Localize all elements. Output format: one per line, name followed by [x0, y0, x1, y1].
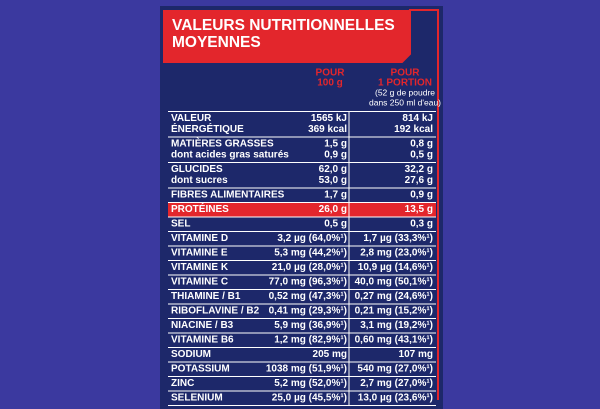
- column-header: POUR: [316, 68, 346, 79]
- value-per-portion: 40,0 mg (50,1%¹): [355, 277, 433, 288]
- row-label: RIBOFLAVINE / B2: [171, 306, 260, 317]
- value-per-portion: 2,7 mg (27,0%¹): [360, 378, 433, 389]
- value-per-100g: 5,3 mg (44,2%¹): [274, 248, 347, 259]
- value-per-portion: 32,2 g: [405, 164, 433, 175]
- row-label: NIACINE / B3: [171, 320, 234, 331]
- value-per-portion: 0,9 g: [410, 190, 433, 201]
- value-per-portion: 0,3 g: [410, 219, 433, 230]
- value-per-portion: 192 kcal: [394, 124, 433, 135]
- value-per-100g: 5,2 mg (52,0%¹): [274, 378, 347, 389]
- value-per-portion: 27,6 g: [405, 175, 433, 186]
- row-label: SODIUM: [171, 349, 211, 360]
- row-label: ÉNERGÉTIQUE: [171, 122, 244, 135]
- value-per-100g: 0,52 mg (47,3%¹): [269, 291, 347, 302]
- value-per-100g: 5,9 mg (36,9%¹): [274, 320, 347, 331]
- value-per-portion: 0,27 mg (24,6%¹): [355, 291, 433, 302]
- value-per-100g: 205 mg: [313, 349, 347, 360]
- row-label: VITAMINE K: [171, 262, 229, 273]
- title-banner: [163, 10, 410, 62]
- row-label: SELENIUM: [171, 393, 223, 404]
- value-per-100g: 25,0 µg (45,5%¹): [272, 393, 347, 404]
- row-label: FIBRES ALIMENTAIRES: [171, 190, 285, 201]
- value-per-portion: 0,60 mg (43,1%¹): [355, 335, 433, 346]
- value-per-portion: 2,8 mg (23,0%¹): [360, 248, 433, 259]
- title-line: MOYENNES: [172, 34, 261, 51]
- value-per-100g: 1,7 g: [324, 190, 347, 201]
- row-label: VITAMINE D: [171, 233, 228, 244]
- value-per-portion: 13,5 g: [405, 204, 433, 215]
- banner-border: [163, 9, 439, 400]
- value-per-100g: 1565 kJ: [311, 113, 347, 124]
- value-per-100g: 1038 mg (51,9%¹): [266, 364, 347, 375]
- row-label: POTASSIUM: [171, 364, 230, 375]
- value-per-100g: 0,41 mg (29,3%¹): [269, 306, 347, 317]
- row-label: dont acides gras saturés: [171, 150, 289, 161]
- value-per-100g: 26,0 g: [319, 204, 347, 215]
- value-per-portion: 10,9 µg (14,6%¹): [358, 262, 433, 273]
- row-label: ZINC: [171, 378, 194, 389]
- row-label: GLUCIDES: [171, 164, 223, 175]
- value-per-portion: 3,1 mg (19,2%¹): [360, 320, 433, 331]
- value-per-portion: 0,8 g: [410, 139, 433, 150]
- value-per-100g: 21,0 µg (28,0%¹): [272, 262, 347, 273]
- value-per-100g: 62,0 g: [319, 164, 347, 175]
- value-per-100g: 0,9 g: [324, 150, 347, 161]
- row-label: VITAMINE C: [171, 277, 228, 288]
- column-header: POUR: [391, 68, 421, 79]
- value-per-portion: 13,0 µg (23,6%¹): [358, 393, 433, 404]
- row-label: dont sucres: [171, 175, 228, 186]
- value-per-portion: 0,21 mg (15,2%¹): [355, 306, 433, 317]
- column-header: 100 g: [317, 78, 343, 89]
- value-per-100g: 1,2 mg (82,9%¹): [274, 335, 347, 346]
- column-header: 1 PORTION: [378, 78, 432, 89]
- row-label: VITAMINE E: [171, 248, 228, 259]
- value-per-100g: 0,5 g: [324, 219, 347, 230]
- row-label: THIAMINE / B1: [171, 291, 241, 302]
- column-header: dans 250 ml d'eau): [369, 97, 441, 107]
- row-label: PROTÉINES: [171, 202, 229, 215]
- value-per-portion: 107 mg: [399, 349, 433, 360]
- value-per-portion: 1,7 µg (33,3%¹): [363, 233, 433, 244]
- title-line: VALEURS NUTRITIONNELLES: [172, 17, 395, 34]
- row-label: VALEUR: [171, 113, 212, 124]
- value-per-100g: 1,5 g: [324, 139, 347, 150]
- row-label: MATIÈRES GRASSES: [171, 137, 274, 150]
- value-per-portion: 814 kJ: [402, 113, 433, 124]
- highlight-row: [168, 203, 436, 218]
- row-label: VITAMINE B6: [171, 335, 234, 346]
- row-label: SEL: [171, 219, 190, 230]
- value-per-100g: 369 kcal: [308, 124, 347, 135]
- value-per-portion: 0,5 g: [410, 150, 433, 161]
- value-per-100g: 53,0 g: [319, 175, 347, 186]
- value-per-100g: 77,0 mg (96,3%¹): [269, 277, 347, 288]
- column-header: (52 g de poudre: [375, 87, 435, 97]
- value-per-100g: 3,2 µg (64,0%¹): [277, 233, 347, 244]
- value-per-portion: 540 mg (27,0%¹): [357, 364, 433, 375]
